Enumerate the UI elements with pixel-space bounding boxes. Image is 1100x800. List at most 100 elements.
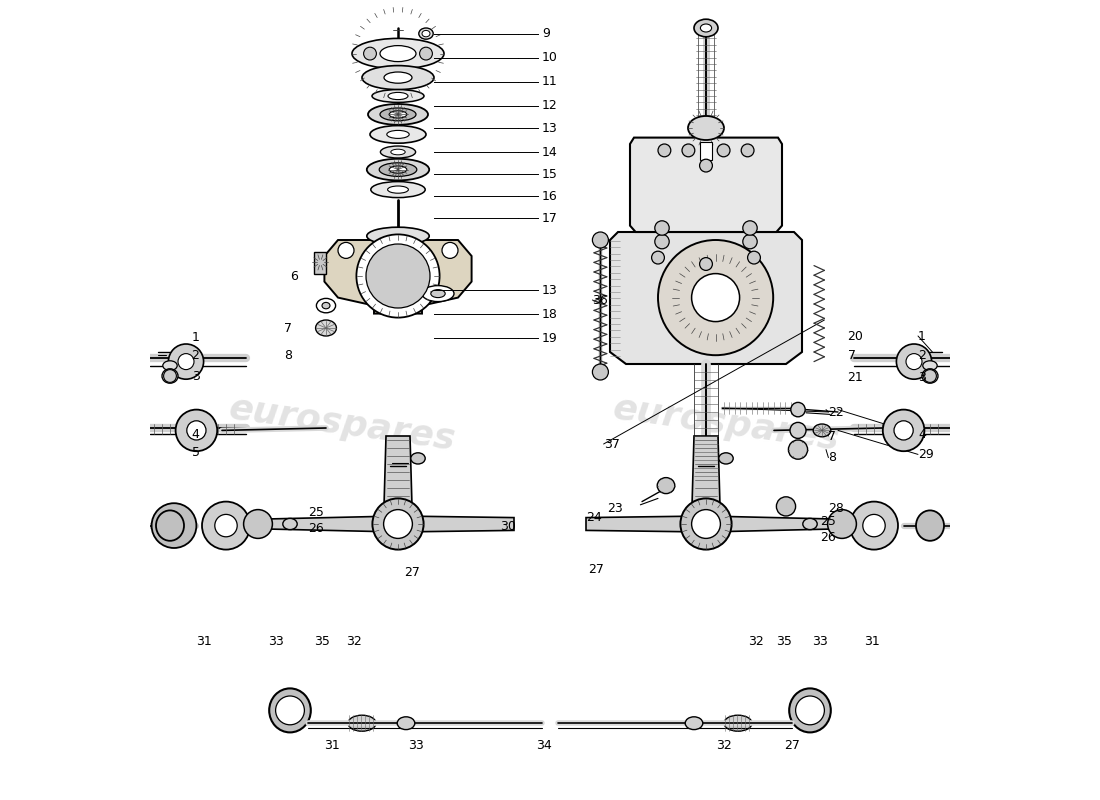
Circle shape (717, 144, 730, 157)
Ellipse shape (372, 90, 424, 102)
Circle shape (356, 234, 440, 318)
Ellipse shape (163, 361, 177, 370)
Polygon shape (324, 240, 472, 314)
Ellipse shape (389, 110, 407, 118)
Circle shape (894, 421, 913, 440)
Text: 28: 28 (828, 502, 845, 514)
Ellipse shape (371, 182, 426, 198)
Ellipse shape (366, 159, 429, 180)
Ellipse shape (701, 24, 712, 32)
Text: 3: 3 (191, 370, 199, 382)
Circle shape (742, 234, 757, 249)
Circle shape (651, 251, 664, 264)
Circle shape (384, 510, 412, 538)
Circle shape (682, 144, 695, 157)
Circle shape (850, 502, 898, 550)
Text: 2: 2 (918, 350, 926, 362)
Circle shape (906, 354, 922, 370)
Ellipse shape (923, 361, 937, 370)
Text: 13: 13 (542, 122, 558, 134)
Circle shape (176, 410, 217, 451)
Ellipse shape (718, 453, 734, 464)
Text: 1: 1 (191, 331, 199, 344)
Circle shape (442, 242, 458, 258)
Ellipse shape (724, 715, 752, 731)
Circle shape (700, 159, 713, 172)
Text: 27: 27 (784, 739, 801, 752)
Text: 4: 4 (191, 428, 199, 441)
Circle shape (654, 234, 669, 249)
Circle shape (658, 144, 671, 157)
Text: 3: 3 (918, 371, 926, 384)
Circle shape (276, 696, 305, 725)
Text: 33: 33 (408, 739, 424, 752)
Ellipse shape (916, 510, 944, 541)
Text: 7: 7 (285, 322, 293, 334)
Ellipse shape (370, 126, 426, 143)
Text: 2: 2 (191, 350, 199, 362)
Text: 19: 19 (542, 332, 558, 345)
Text: 31: 31 (324, 739, 340, 752)
Circle shape (366, 244, 430, 308)
Ellipse shape (348, 715, 376, 731)
Polygon shape (314, 252, 326, 274)
Text: 17: 17 (542, 212, 558, 225)
Ellipse shape (388, 92, 408, 100)
Circle shape (700, 258, 713, 270)
Text: 25: 25 (821, 515, 836, 528)
Ellipse shape (379, 163, 417, 176)
Circle shape (692, 510, 720, 538)
Ellipse shape (352, 38, 444, 69)
Circle shape (168, 344, 204, 379)
Text: 35: 35 (314, 635, 330, 648)
Circle shape (742, 221, 757, 235)
Text: 26: 26 (821, 531, 836, 544)
Circle shape (791, 402, 805, 417)
Ellipse shape (789, 688, 830, 733)
Circle shape (924, 370, 936, 382)
Polygon shape (398, 516, 514, 532)
Circle shape (164, 370, 176, 382)
Text: 31: 31 (197, 635, 212, 648)
Ellipse shape (694, 19, 718, 37)
Ellipse shape (162, 369, 178, 383)
Circle shape (187, 421, 206, 440)
Circle shape (789, 440, 807, 459)
Circle shape (202, 502, 250, 550)
Text: 29: 29 (918, 448, 934, 461)
Ellipse shape (379, 46, 416, 62)
Circle shape (748, 251, 760, 264)
Circle shape (178, 354, 194, 370)
Polygon shape (258, 516, 398, 532)
Bar (700, 142, 713, 160)
Circle shape (593, 232, 608, 248)
Text: 20: 20 (848, 330, 864, 342)
Text: 30: 30 (500, 520, 516, 533)
Text: 12: 12 (542, 99, 558, 112)
Ellipse shape (366, 227, 429, 245)
Ellipse shape (422, 30, 430, 37)
Ellipse shape (803, 518, 817, 530)
Ellipse shape (431, 290, 446, 298)
Circle shape (692, 274, 739, 322)
Text: 8: 8 (828, 451, 836, 464)
Circle shape (364, 47, 376, 60)
Text: 34: 34 (537, 739, 552, 752)
Circle shape (419, 47, 432, 60)
Circle shape (896, 344, 932, 379)
Polygon shape (586, 516, 706, 532)
Ellipse shape (657, 478, 674, 494)
Text: 31: 31 (864, 635, 879, 648)
Ellipse shape (397, 717, 415, 730)
Ellipse shape (422, 286, 454, 302)
Ellipse shape (322, 302, 330, 309)
Ellipse shape (368, 104, 428, 125)
Text: 7: 7 (828, 430, 836, 442)
Ellipse shape (362, 66, 435, 90)
Circle shape (795, 696, 824, 725)
Circle shape (883, 410, 924, 451)
Ellipse shape (419, 28, 433, 39)
Text: 6: 6 (290, 270, 298, 282)
Text: 32: 32 (716, 739, 733, 752)
Circle shape (338, 242, 354, 258)
